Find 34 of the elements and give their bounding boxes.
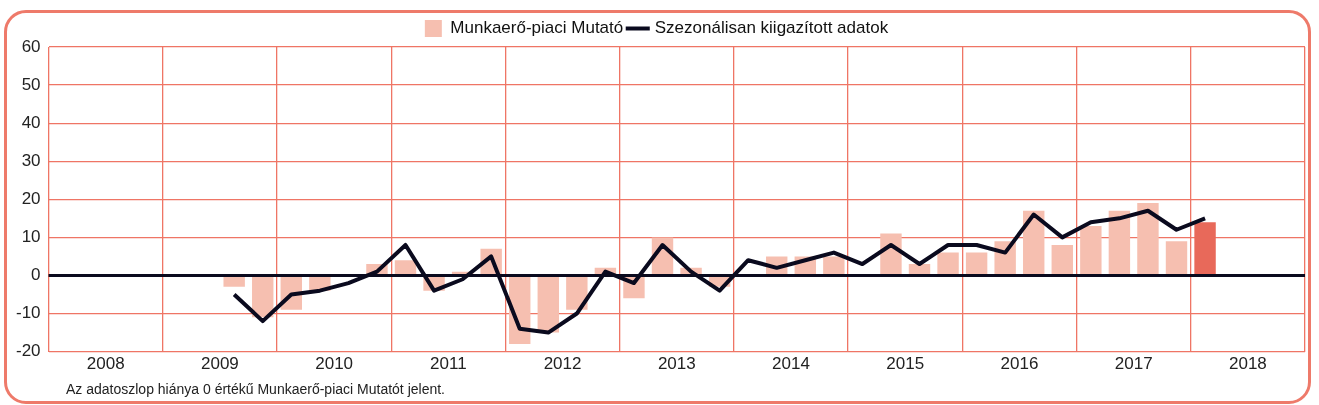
x-tick-label: 2012 xyxy=(543,354,582,374)
bar xyxy=(1051,244,1073,275)
x-tick-label: 2011 xyxy=(430,354,467,374)
bar xyxy=(537,276,559,333)
x-tick-label: 2008 xyxy=(86,354,125,374)
legend-label: Szezonálisan kiigazított adatok xyxy=(654,18,889,38)
y-tick-label: 50 xyxy=(21,74,41,94)
bar xyxy=(937,252,959,275)
x-tick-label: 2015 xyxy=(886,354,925,374)
x-tick-label: 2018 xyxy=(1228,354,1267,374)
legend-label: Munkaerő-piaci Mutató xyxy=(450,18,624,38)
bar xyxy=(223,276,245,287)
bar xyxy=(1080,225,1102,275)
x-tick-label: 2017 xyxy=(1114,354,1153,374)
y-tick-label: 40 xyxy=(21,112,41,132)
bar xyxy=(965,252,988,275)
y-tick-label: -10 xyxy=(15,303,41,323)
x-tick-label: 2009 xyxy=(200,354,239,374)
x-tick-label: 2016 xyxy=(1000,354,1039,374)
y-tick-label: 30 xyxy=(21,150,41,170)
y-tick-label: -20 xyxy=(15,341,41,361)
x-tick-label: 2013 xyxy=(657,354,696,374)
x-tick-label: 2010 xyxy=(315,354,354,374)
bar xyxy=(1137,203,1159,275)
bar xyxy=(1165,241,1188,275)
text: Az adatoszlop hiánya 0 értékű Munkaerő-piaci Mutatót jelent. xyxy=(66,381,445,397)
bar xyxy=(823,256,845,275)
x-tick-label: 2014 xyxy=(772,354,810,374)
y-tick-label: 60 xyxy=(21,36,41,56)
bar xyxy=(1108,210,1131,275)
y-tick-label: 0 xyxy=(31,265,41,285)
y-tick-label: 10 xyxy=(21,227,41,247)
bar xyxy=(394,260,417,275)
y-tick-label: 20 xyxy=(21,188,41,208)
